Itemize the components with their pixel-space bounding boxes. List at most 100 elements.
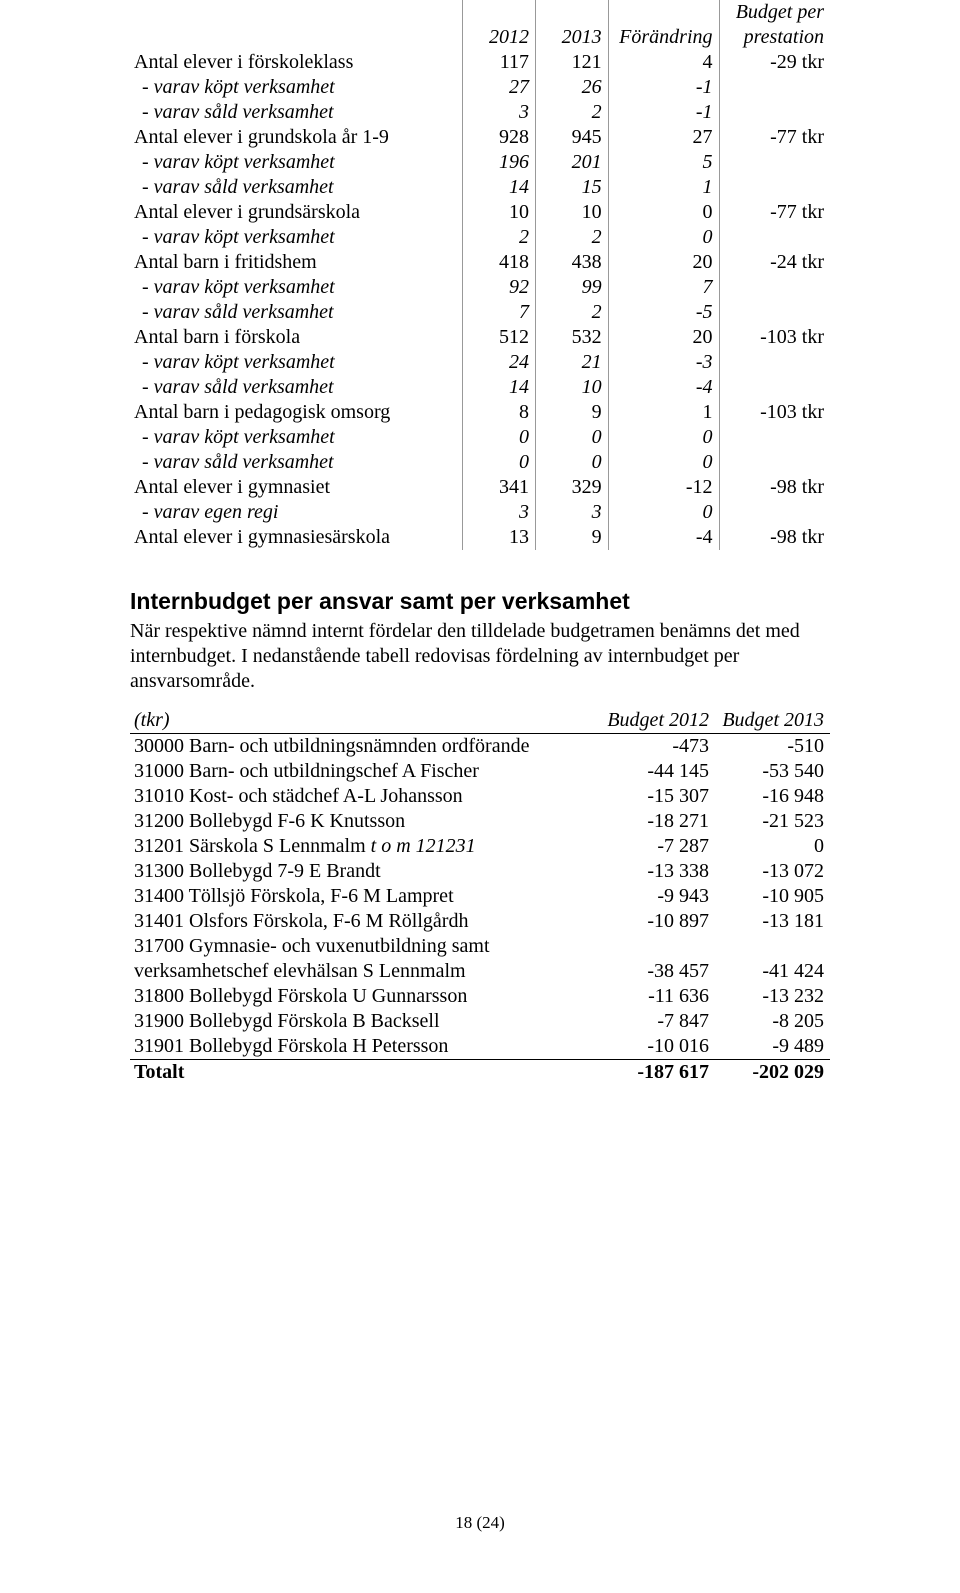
t1-row-c3: 0	[608, 225, 719, 250]
t1-row-c1: 24	[463, 350, 536, 375]
t2-row-c2: -8 205	[715, 1009, 830, 1034]
t1-hdr-blank4	[608, 0, 719, 25]
table-row: 31201 Särskola S Lennmalm t o m 121231-7…	[130, 834, 830, 859]
t1-row-c1: 418	[463, 250, 536, 275]
t2-row-c2: -16 948	[715, 784, 830, 809]
t1-row-c2: 10	[535, 375, 608, 400]
t1-hdr-c1: 2012	[463, 25, 536, 50]
t1-row-c4: -103 tkr	[719, 400, 830, 425]
t2-hdr-c0: (tkr)	[130, 708, 600, 734]
t1-row-c1: 8	[463, 400, 536, 425]
t2-row-label: 30000 Barn- och utbildningsnämnden ordfö…	[130, 734, 600, 760]
t1-row-label: Antal barn i pedagogisk omsorg	[130, 400, 463, 425]
t2-row-c2: -13 072	[715, 859, 830, 884]
t2-row-c1: -44 145	[600, 759, 715, 784]
t1-row-c1: 117	[463, 50, 536, 75]
t2-total-label: Totalt	[130, 1060, 600, 1086]
t1-row-c1: 0	[463, 450, 536, 475]
t1-row-c3: 5	[608, 150, 719, 175]
t1-row-label: - varav köpt verksamhet	[130, 225, 463, 250]
t1-row-c3: -1	[608, 75, 719, 100]
t1-row-c2: 10	[535, 200, 608, 225]
t1-hdr-c4a: Budget per	[719, 0, 830, 25]
t1-row-c1: 14	[463, 175, 536, 200]
t1-row-c3: -4	[608, 375, 719, 400]
t2-row-c1: -38 457	[600, 959, 715, 984]
t1-row-label: - varav såld verksamhet	[130, 100, 463, 125]
t1-row-c4	[719, 275, 830, 300]
table-row: - varav såld verksamhet72-5	[130, 300, 830, 325]
t1-row-c4	[719, 450, 830, 475]
t2-row-label: 31901 Bollebygd Förskola H Petersson	[130, 1034, 600, 1060]
t2-row-c1: -10 016	[600, 1034, 715, 1060]
t1-row-label: - varav såld verksamhet	[130, 375, 463, 400]
t2-row-label: 31401 Olsfors Förskola, F-6 M Röllgårdh	[130, 909, 600, 934]
t1-row-c1: 341	[463, 475, 536, 500]
t1-row-c3: 0	[608, 450, 719, 475]
t2-row-c1: -7 847	[600, 1009, 715, 1034]
t1-row-c2: 2	[535, 300, 608, 325]
t1-row-c1: 10	[463, 200, 536, 225]
table-row: Antal barn i fritidshem41843820-24 tkr	[130, 250, 830, 275]
t1-row-c4	[719, 100, 830, 125]
t2-row-label: 31010 Kost- och städchef A-L Johansson	[130, 784, 600, 809]
t1-row-c3: 1	[608, 175, 719, 200]
table-row: Antal barn i förskola51253220-103 tkr	[130, 325, 830, 350]
t1-row-c3: 20	[608, 250, 719, 275]
table-row: - varav köpt verksamhet1962015	[130, 150, 830, 175]
table-row: - varav såld verksamhet1410-4	[130, 375, 830, 400]
table-row: 31000 Barn- och utbildningschef A Fische…	[130, 759, 830, 784]
t2-row-c1: -473	[600, 734, 715, 760]
t1-row-label: Antal elever i grundsärskola	[130, 200, 463, 225]
t1-row-c4	[719, 375, 830, 400]
t1-row-c2: 945	[535, 125, 608, 150]
table-row: - varav egen regi330	[130, 500, 830, 525]
table-row: Antal elever i förskoleklass1171214-29 t…	[130, 50, 830, 75]
t2-row-c2: -13 232	[715, 984, 830, 1009]
t1-row-c2: 2	[535, 100, 608, 125]
students-table: Budget per 2012 2013 Förändring prestati…	[130, 0, 830, 550]
t1-row-c2: 0	[535, 425, 608, 450]
t1-hdr-blank3	[535, 0, 608, 25]
t1-row-c3: 20	[608, 325, 719, 350]
table-row: - varav såld verksamhet000	[130, 450, 830, 475]
t1-row-c4	[719, 350, 830, 375]
t1-row-label: - varav köpt verksamhet	[130, 75, 463, 100]
t2-row-label: 31300 Bollebygd 7-9 E Brandt	[130, 859, 600, 884]
t2-row-label: 31800 Bollebygd Förskola U Gunnarsson	[130, 984, 600, 1009]
t1-hdr-blank	[130, 0, 463, 25]
t1-row-c4: -77 tkr	[719, 125, 830, 150]
table-row: Antal elever i grundskola år 1-992894527…	[130, 125, 830, 150]
t1-row-c2: 2	[535, 225, 608, 250]
t2-row-c2: -21 523	[715, 809, 830, 834]
t1-row-c1: 3	[463, 500, 536, 525]
t2-row-c2: -9 489	[715, 1034, 830, 1060]
t2-row-c1: -13 338	[600, 859, 715, 884]
t2-row-c2: -41 424	[715, 959, 830, 984]
t1-hdr-c0	[130, 25, 463, 50]
t2-hdr-c2: Budget 2013	[715, 708, 830, 734]
t1-row-c3: -1	[608, 100, 719, 125]
table-row: 31901 Bollebygd Förskola H Petersson-10 …	[130, 1034, 830, 1060]
t1-row-label: Antal elever i gymnasiesärskola	[130, 525, 463, 550]
t1-row-c2: 99	[535, 275, 608, 300]
t2-total-c2: -202 029	[715, 1060, 830, 1086]
t1-row-c4: -98 tkr	[719, 525, 830, 550]
table-row: - varav såld verksamhet14151	[130, 175, 830, 200]
t2-row-c1: -15 307	[600, 784, 715, 809]
t1-row-c3: -3	[608, 350, 719, 375]
t1-row-label: Antal elever i gymnasiet	[130, 475, 463, 500]
t2-total-c1: -187 617	[600, 1060, 715, 1086]
t1-row-c2: 121	[535, 50, 608, 75]
t1-row-c1: 92	[463, 275, 536, 300]
t1-hdr-c3: Förändring	[608, 25, 719, 50]
t1-row-c4	[719, 75, 830, 100]
t1-row-c4: -98 tkr	[719, 475, 830, 500]
t1-row-c2: 21	[535, 350, 608, 375]
t1-row-c1: 0	[463, 425, 536, 450]
t2-row-label: 31700 Gymnasie- och vuxenutbildning samt	[130, 934, 600, 959]
table-row: 31800 Bollebygd Förskola U Gunnarsson-11…	[130, 984, 830, 1009]
t1-row-c1: 27	[463, 75, 536, 100]
t1-row-c4	[719, 300, 830, 325]
t1-row-c4: -24 tkr	[719, 250, 830, 275]
